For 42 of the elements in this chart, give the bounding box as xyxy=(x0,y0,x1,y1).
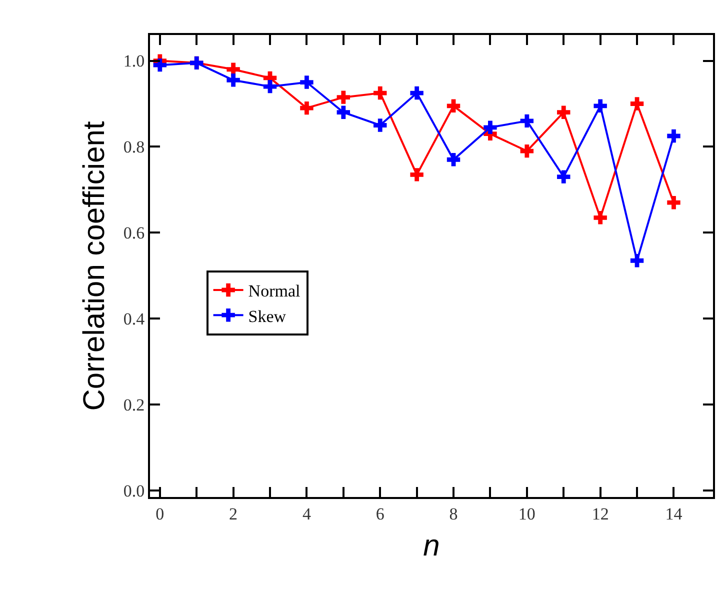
x-axis-title: n xyxy=(423,529,440,562)
point xyxy=(374,118,387,132)
point xyxy=(446,153,460,166)
point xyxy=(336,90,350,104)
x-tick-label: 14 xyxy=(665,504,683,524)
y-axis-title: Correlation coefficient xyxy=(78,120,111,411)
x-tick-label: 10 xyxy=(518,504,536,524)
point xyxy=(263,80,277,94)
point xyxy=(520,144,534,158)
point xyxy=(667,129,680,143)
y-tick-label: 0.2 xyxy=(123,396,145,415)
x-tick-label: 8 xyxy=(449,504,458,524)
point xyxy=(594,99,607,113)
point xyxy=(153,58,167,72)
point xyxy=(300,101,314,115)
point xyxy=(336,106,350,119)
x-tick-label: 6 xyxy=(376,504,384,524)
y-tick-label: 0.0 xyxy=(123,482,145,500)
point xyxy=(446,99,460,113)
point xyxy=(594,211,607,224)
point xyxy=(557,106,570,119)
point xyxy=(630,254,644,268)
point xyxy=(374,86,387,100)
y-tick-label: 0.6 xyxy=(123,224,145,243)
point xyxy=(630,97,644,110)
point xyxy=(520,114,534,128)
x-tick-label: 0 xyxy=(156,504,164,524)
point xyxy=(557,170,570,184)
point xyxy=(667,196,680,210)
point xyxy=(226,74,240,87)
point xyxy=(410,86,424,100)
x-tick-label: 4 xyxy=(302,504,312,524)
legend-label: Normal xyxy=(248,282,301,301)
y-tick-label: 1.0 xyxy=(123,52,145,71)
legend-label: Skew xyxy=(248,306,287,326)
y-tick-label: 0.8 xyxy=(123,138,145,157)
x-tick-label: 12 xyxy=(592,504,609,524)
point xyxy=(300,76,314,89)
point xyxy=(410,168,424,182)
x-tick-label: 2 xyxy=(229,504,238,524)
point xyxy=(484,120,497,134)
y-tick-label: 0.4 xyxy=(123,310,146,329)
